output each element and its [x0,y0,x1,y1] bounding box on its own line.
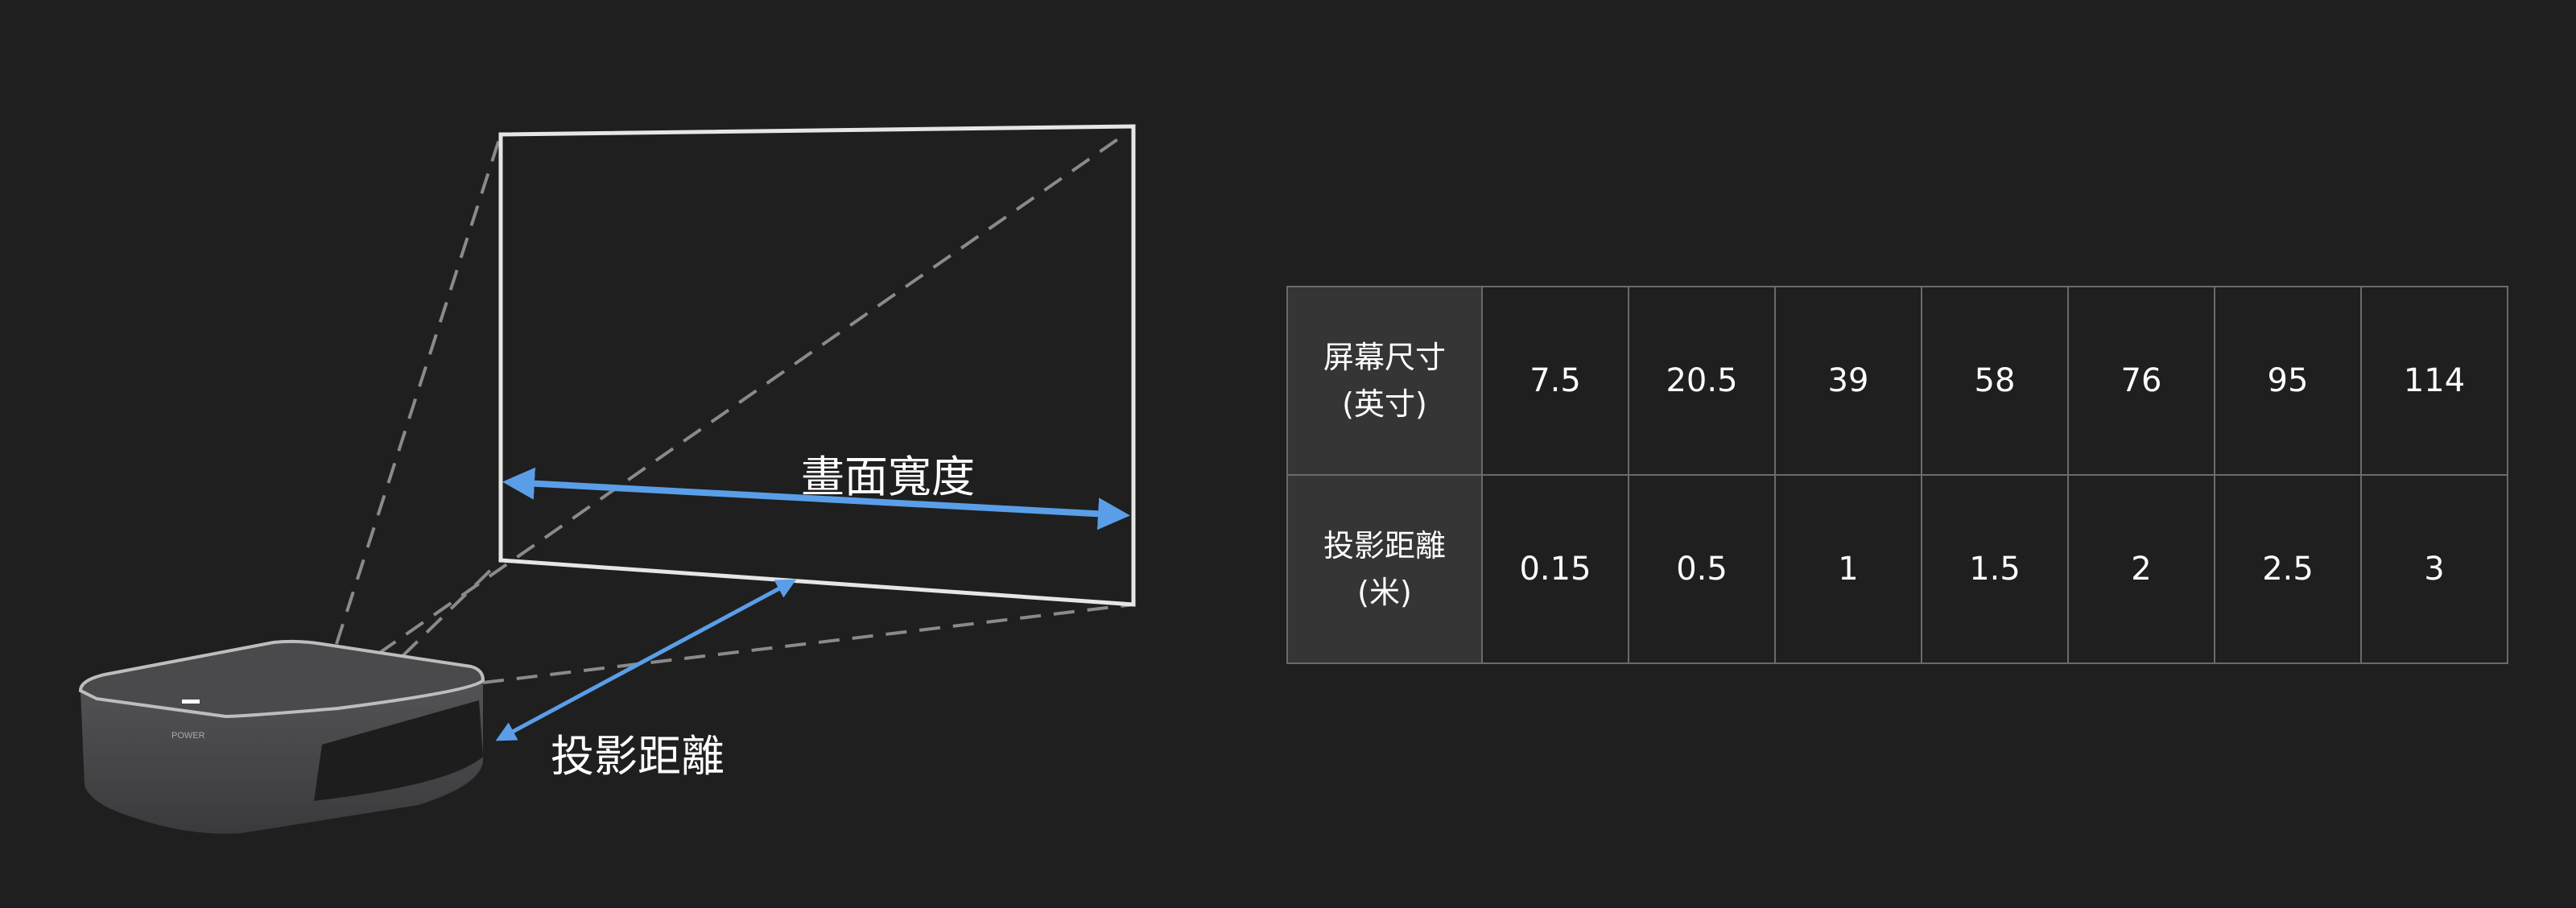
table-cell: 2.5 [2214,474,2362,664]
header-unit: (米) [1357,575,1412,610]
screen-width-arrow [502,467,1130,530]
table-cell: 114 [2360,286,2508,476]
projection-screen [498,124,1136,607]
table-cell: 0.15 [1481,474,1629,664]
table-cell: 7.5 [1481,286,1629,476]
projection-distance-label: 投影距離 [551,731,724,782]
table-cell: 20.5 [1628,286,1776,476]
table-cell: 39 [1774,286,1922,476]
screen-width-label: 畫面寬度 [801,452,975,502]
table-cell: 76 [2067,286,2215,476]
spec-table: 屏幕尺寸 (英寸) 7.5 20.5 39 58 76 95 114 投影距離 (米… [1286,286,2508,664]
projection-beam-lines [335,131,1134,684]
table-cell: 1.5 [1921,474,2069,664]
table-cell: 0.5 [1628,474,1776,664]
header-unit: (英寸) [1342,386,1427,422]
header-text: 投影距離 [1323,528,1446,563]
table-cell: 95 [2214,286,2362,476]
power-label: POWER [171,731,205,741]
table-cell: 2 [2067,474,2215,664]
table-cell: 58 [1921,286,2069,476]
projection-distance-arrow [495,579,797,741]
projector-image: POWER [78,639,485,834]
table-cell: 1 [1774,474,1922,664]
header-text: 屏幕尺寸 [1323,340,1446,375]
row-header-distance: 投影距離 (米) [1286,474,1483,664]
row-header-screen-size: 屏幕尺寸 (英寸) [1286,286,1483,476]
table-row-distance: 投影距離 (米) 0.15 0.5 1 1.5 2 2.5 3 [1286,474,2508,664]
table-row-screen-size: 屏幕尺寸 (英寸) 7.5 20.5 39 58 76 95 114 [1286,286,2508,476]
table-cell: 3 [2360,474,2508,664]
